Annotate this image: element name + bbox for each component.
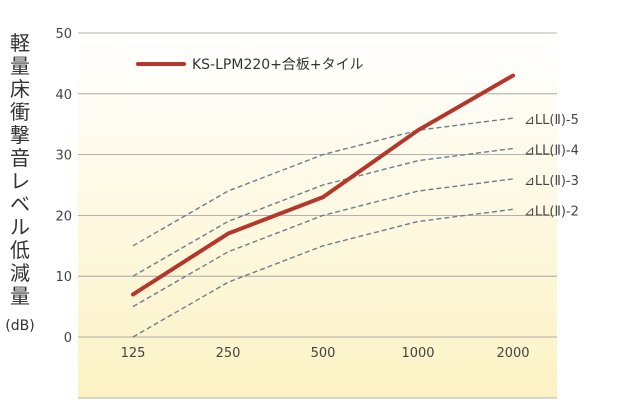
y-tick-label: 0 bbox=[64, 331, 72, 346]
y-tick-label: 10 bbox=[55, 270, 72, 285]
y-tick-label: 40 bbox=[55, 88, 72, 103]
series-end-label: ⊿LL(Ⅱ)-3 bbox=[524, 174, 579, 189]
reference-line-labels: ⊿LL(Ⅱ)-5 ⊿LL(Ⅱ)-4 ⊿LL(Ⅱ)-3 ⊿LL(Ⅱ)-2 bbox=[524, 113, 579, 219]
x-tick-labels: 125 250 500 1000 2000 bbox=[121, 346, 530, 361]
x-tick-label: 1000 bbox=[401, 346, 434, 361]
x-tick-label: 125 bbox=[121, 346, 146, 361]
series-line-reference bbox=[132, 147, 514, 277]
series-end-label: ⊿LL(Ⅱ)-2 bbox=[524, 204, 579, 219]
y-tick-label: 30 bbox=[55, 149, 72, 164]
y-axis-label-char: ル bbox=[10, 215, 30, 239]
series-line-main bbox=[131, 73, 515, 297]
series-line-reference bbox=[132, 208, 514, 338]
y-axis-label-char: ベ bbox=[10, 192, 30, 216]
y-axis-label-char: 音 bbox=[10, 146, 30, 170]
y-axis-label-char: 軽 bbox=[10, 31, 30, 55]
y-axis-label-char: レ bbox=[10, 169, 30, 193]
y-axis-label-char: 量 bbox=[10, 54, 30, 78]
series-end-label: ⊿LL(Ⅱ)-4 bbox=[524, 144, 579, 159]
series-line-reference bbox=[132, 178, 514, 308]
legend: KS-LPM220+合板+タイル bbox=[136, 57, 364, 73]
series-lines bbox=[131, 73, 515, 338]
series-end-label: ⊿LL(Ⅱ)-5 bbox=[524, 113, 579, 128]
y-tick-label: 20 bbox=[55, 209, 72, 224]
y-tick-labels: 0 10 20 30 40 50 bbox=[55, 27, 72, 346]
x-tick-label: 2000 bbox=[496, 346, 529, 361]
y-axis-label-char: 低 bbox=[10, 238, 30, 262]
y-axis-label-char: 撃 bbox=[10, 123, 30, 147]
x-tick-label: 250 bbox=[216, 346, 241, 361]
y-tick-label: 50 bbox=[55, 27, 72, 42]
x-tick-label: 500 bbox=[311, 346, 336, 361]
y-axis-label-char: 衝 bbox=[10, 100, 30, 124]
series-line-reference bbox=[132, 117, 514, 247]
y-axis-label-char: 量 bbox=[10, 284, 30, 308]
y-axis-label-char: 減 bbox=[10, 261, 30, 285]
legend-label: KS-LPM220+合板+タイル bbox=[192, 57, 364, 73]
y-axis-unit: (dB) bbox=[5, 318, 34, 334]
y-axis-label-char: 床 bbox=[10, 77, 30, 101]
